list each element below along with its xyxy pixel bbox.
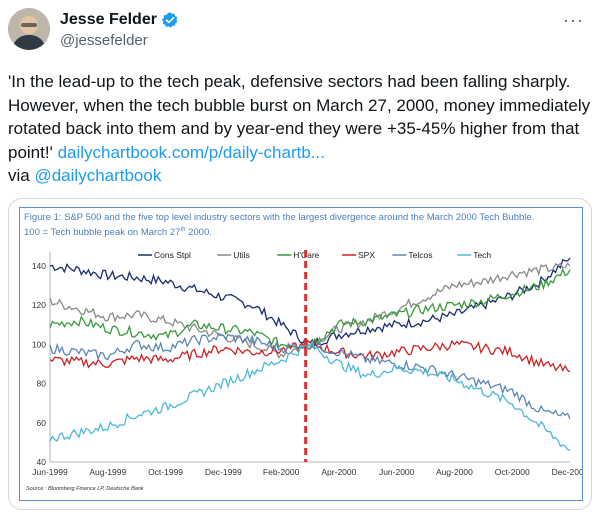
chart-svg: 40 60 80 100 120 140 Jun-1999 Aug-1999 Oct-1999 D… bbox=[20, 208, 582, 500]
y-tick-label: 40 bbox=[37, 457, 47, 467]
tweet-media[interactable]: Figure 1: S&P 500 and the five top level… bbox=[8, 198, 592, 510]
via-handle-link[interactable]: @dailychartbook bbox=[34, 166, 161, 185]
y-tick-label: 100 bbox=[32, 339, 46, 349]
legend-label: Tech bbox=[473, 250, 491, 260]
legend-label: Telcos bbox=[408, 250, 432, 260]
x-tick-label: Dec-2000 bbox=[552, 467, 582, 477]
display-name[interactable]: Jesse Felder bbox=[60, 10, 157, 30]
y-tick-label: 60 bbox=[37, 418, 47, 428]
x-tick-label: Jun-1999 bbox=[32, 467, 68, 477]
x-tick-label: Aug-1999 bbox=[89, 467, 126, 477]
handle[interactable]: @jessefelder bbox=[60, 31, 179, 51]
x-tick-label: Aug-2000 bbox=[436, 467, 473, 477]
x-tick-label: Dec-1999 bbox=[205, 467, 242, 477]
via-prefix: via bbox=[8, 166, 34, 185]
y-tick-label: 140 bbox=[32, 261, 46, 271]
legend-label: Utils bbox=[233, 250, 250, 260]
y-tick-label: 120 bbox=[32, 300, 46, 310]
verified-badge-icon bbox=[161, 11, 179, 29]
article-link[interactable]: dailychartbook.com/p/daily-chartb... bbox=[58, 143, 325, 162]
x-tick-label: Oct-1999 bbox=[148, 467, 183, 477]
x-tick-label: Jun-2000 bbox=[379, 467, 415, 477]
chart-frame: Figure 1: S&P 500 and the five top level… bbox=[19, 207, 583, 501]
chart-source: Source : Bloomberg Finance LP, Deutsche … bbox=[26, 486, 144, 492]
legend-label: Cons Stpl bbox=[154, 250, 191, 260]
y-tick-label: 80 bbox=[37, 379, 47, 389]
tweet-header: Jesse Felder @jessefelder ··· bbox=[8, 8, 592, 58]
tweet-text: 'In the lead-up to the tech peak, defens… bbox=[8, 70, 592, 188]
x-tick-label: Apr-2000 bbox=[321, 467, 356, 477]
x-tick-label: Oct-2000 bbox=[495, 467, 530, 477]
legend-label: SPX bbox=[358, 250, 375, 260]
x-tick-label: Feb-2000 bbox=[263, 467, 300, 477]
more-options-icon[interactable]: ··· bbox=[563, 10, 584, 31]
avatar[interactable] bbox=[8, 8, 50, 50]
